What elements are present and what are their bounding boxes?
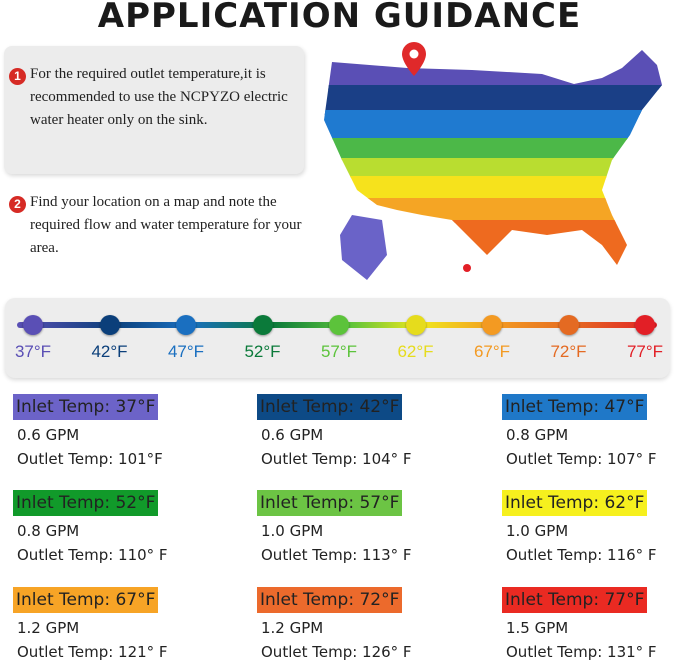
inlet-temp-label: Inlet Temp: 52°F <box>13 490 159 516</box>
flow-rate: 0.6 GPM <box>17 426 80 444</box>
scale-label: 67°F <box>473 342 511 361</box>
inlet-temp-card: Inlet Temp: 62°F 1.0 GPM Outlet Temp: 11… <box>502 490 672 567</box>
scale-dot <box>482 315 502 335</box>
scale-label: 52°F <box>244 342 281 361</box>
flow-rate: 1.2 GPM <box>17 619 80 637</box>
outlet-temp: Outlet Temp: 121° F <box>17 643 168 661</box>
scale-dot <box>635 315 655 335</box>
flow-rate: 1.0 GPM <box>506 522 569 540</box>
callout-box <box>4 46 304 174</box>
outlet-temp: Outlet Temp: 126° F <box>261 643 412 661</box>
scale-label: 72°F <box>550 342 587 361</box>
outlet-temp: Outlet Temp: 131° F <box>506 643 657 661</box>
flow-rate: 0.8 GPM <box>17 522 80 540</box>
scale-label: 57°F <box>320 342 358 361</box>
inlet-temp-label: Inlet Temp: 62°F <box>502 490 648 516</box>
flow-rate: 0.8 GPM <box>506 426 569 444</box>
alaska-region <box>340 215 387 280</box>
flow-rate: 1.2 GPM <box>261 619 324 637</box>
inlet-temp-card: Inlet Temp: 52°F 0.8 GPM Outlet Temp: 11… <box>13 490 183 567</box>
step-1-text: For the required outlet temperature,it i… <box>30 66 288 128</box>
temperature-scale-bar: 37°F 42°F 47°F 52°F 57°F 62°F 67°F 72°F 77°F <box>5 298 670 378</box>
inlet-temp-label: Inlet Temp: 47°F <box>502 394 648 420</box>
hawaii-region <box>463 264 471 272</box>
scale-dot <box>329 315 349 335</box>
scale-dot <box>23 315 43 335</box>
scale-dot <box>252 315 273 335</box>
flow-rate: 0.6 GPM <box>261 426 324 444</box>
inlet-temp-label: Inlet Temp: 57°F <box>257 490 403 516</box>
scale-label: 47°F <box>167 342 205 361</box>
inlet-temp-card: Inlet Temp: 72°F 1.2 GPM Outlet Temp: 12… <box>257 587 427 664</box>
flow-rate: 1.0 GPM <box>261 522 324 540</box>
inlet-temp-label: Inlet Temp: 77°F <box>502 587 648 613</box>
inlet-temp-label: Inlet Temp: 42°F <box>257 394 403 420</box>
scale-dot <box>99 315 120 335</box>
scale-dot <box>558 315 579 335</box>
step-2-text: Find your location on a map and note the… <box>30 194 302 256</box>
outlet-temp: Outlet Temp: 116° F <box>506 546 657 564</box>
inlet-temp-label: Inlet Temp: 67°F <box>13 587 159 613</box>
inlet-temp-card: Inlet Temp: 37°F 0.6 GPM Outlet Temp: 10… <box>13 394 183 471</box>
inlet-temp-card: Inlet Temp: 47°F 0.8 GPM Outlet Temp: 10… <box>502 394 672 471</box>
inlet-temp-label: Inlet Temp: 72°F <box>257 587 403 613</box>
inlet-temp-card: Inlet Temp: 42°F 0.6 GPM Outlet Temp: 10… <box>257 394 427 471</box>
location-pin-icon <box>402 42 426 76</box>
outlet-temp: Outlet Temp: 107° F <box>506 450 657 468</box>
scale-label: 42°F <box>91 342 128 361</box>
outlet-temp: Outlet Temp: 113° F <box>261 546 412 564</box>
outlet-temp: Outlet Temp: 104° F <box>261 450 412 468</box>
flow-rate: 1.5 GPM <box>506 619 569 637</box>
step-number-badge: 2 <box>9 196 26 213</box>
scale-label: 37°F <box>14 342 52 361</box>
inlet-temp-card: Inlet Temp: 77°F 1.5 GPM Outlet Temp: 13… <box>502 587 672 664</box>
scale-dot <box>176 315 196 335</box>
us-temperature-map <box>324 42 662 280</box>
scale-label: 77°F <box>626 342 664 361</box>
outlet-temp: Outlet Temp: 110° F <box>17 546 168 564</box>
inlet-temp-label: Inlet Temp: 37°F <box>13 394 159 420</box>
step-number-badge: 1 <box>9 68 26 85</box>
page-title: APPLICATION GUIDANCE <box>97 0 582 36</box>
scale-dot <box>405 315 426 335</box>
inlet-temp-card: Inlet Temp: 57°F 1.0 GPM Outlet Temp: 11… <box>257 490 427 567</box>
outlet-temp: Outlet Temp: 101°F <box>17 450 163 468</box>
inlet-temp-card: Inlet Temp: 67°F 1.2 GPM Outlet Temp: 12… <box>13 587 183 664</box>
scale-label: 62°F <box>397 342 434 361</box>
